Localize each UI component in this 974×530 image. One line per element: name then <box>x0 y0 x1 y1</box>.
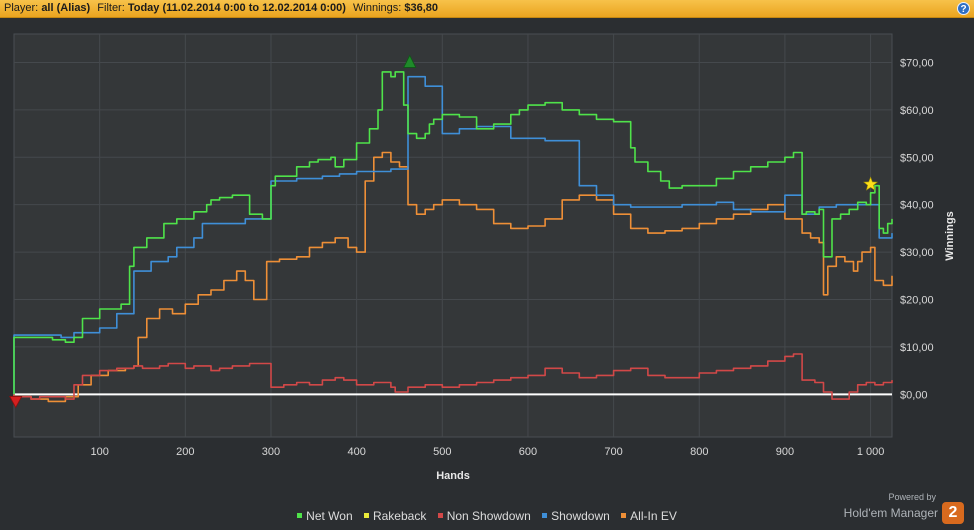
y-axis-title: Winnings <box>944 211 956 260</box>
x-tick-label: 100 <box>90 446 108 458</box>
series-line-non-showdown <box>13 353 893 400</box>
x-axis-title: Hands <box>436 470 470 482</box>
series-line-all-in-ev <box>13 151 893 403</box>
filter-value: Today (11.02.2014 0:00 to 12.02.2014 0:0… <box>127 2 346 14</box>
winnings-value: $36,80 <box>404 2 439 14</box>
series-line-net-won <box>13 71 893 395</box>
brand-name: Hold'em Manager <box>843 506 938 520</box>
x-tick-label: 300 <box>262 446 280 458</box>
x-tick-label: 500 <box>433 446 451 458</box>
legend-item-showdown[interactable]: Showdown <box>542 509 610 523</box>
hm2-logo-icon: 2 <box>942 502 964 524</box>
x-tick-label: 800 <box>690 446 708 458</box>
x-tick-label: 1 000 <box>857 446 885 458</box>
x-tick-label: 600 <box>519 446 537 458</box>
x-tick-label: 700 <box>604 446 622 458</box>
y-tick-label: $20,00 <box>900 295 934 307</box>
x-axis: 100 200 300 400 500 600 700 800 900 1 000 <box>90 446 884 458</box>
y-tick-label: $40,00 <box>900 200 934 212</box>
legend-item-non-showdown[interactable]: Non Showdown <box>437 509 531 523</box>
help-icon[interactable]: ? <box>957 2 970 15</box>
x-tick-label: 400 <box>347 446 365 458</box>
powered-by-text: Powered by <box>888 492 936 502</box>
y-tick-label: $70,00 <box>900 57 934 69</box>
y-tick-label: $10,00 <box>900 342 934 354</box>
winnings-label: Winnings: <box>353 2 402 14</box>
series-layer <box>13 71 893 403</box>
x-tick-label: 200 <box>176 446 194 458</box>
legend-swatch <box>542 513 548 519</box>
legend-item-rakeback[interactable]: Rakeback <box>363 509 426 523</box>
y-tick-label: $50,00 <box>900 152 934 164</box>
y-tick-label: $60,00 <box>900 105 934 117</box>
filter-bar: Player: all (Alias) Filter: Today (11.02… <box>0 0 974 18</box>
legend-item-all-in-ev[interactable]: All-In EV <box>621 509 677 523</box>
x-tick-label: 900 <box>776 446 794 458</box>
legend: Net Won Rakeback Non Showdown Showdown A… <box>0 509 974 525</box>
min-marker-icon <box>9 396 23 409</box>
legend-swatch <box>297 513 303 519</box>
star-marker-icon <box>863 176 879 191</box>
y-axis: $0,00 $10,00 $20,00 $30,00 $40,00 $50,00 $60,0… <box>900 57 934 401</box>
legend-swatch <box>363 513 369 519</box>
legend-swatch <box>621 513 627 519</box>
max-marker-icon <box>403 54 417 68</box>
player-label: Player: <box>4 2 39 14</box>
legend-item-net-won[interactable]: Net Won <box>297 509 353 523</box>
y-tick-label: $0,00 <box>900 389 928 401</box>
plot-area <box>13 33 893 438</box>
series-line-showdown <box>13 75 893 395</box>
markers-layer <box>9 54 879 409</box>
legend-swatch <box>437 513 443 519</box>
brand-logo: Powered by Hold'em Manager 2 <box>844 492 964 524</box>
player-value: all (Alias) <box>41 2 91 14</box>
filter-label: Filter: <box>97 2 125 14</box>
y-tick-label: $30,00 <box>900 247 934 259</box>
